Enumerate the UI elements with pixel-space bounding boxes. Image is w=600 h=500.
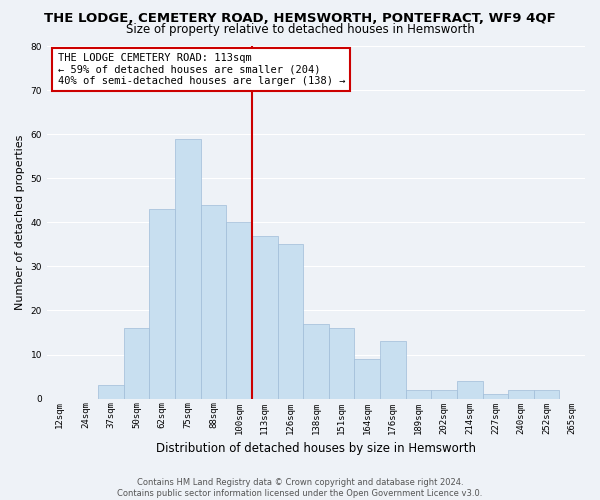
Bar xyxy=(329,328,355,398)
Bar xyxy=(200,204,226,398)
Bar xyxy=(149,209,175,398)
Bar xyxy=(278,244,303,398)
Bar xyxy=(482,394,508,398)
Text: THE LODGE, CEMETERY ROAD, HEMSWORTH, PONTEFRACT, WF9 4QF: THE LODGE, CEMETERY ROAD, HEMSWORTH, PON… xyxy=(44,12,556,26)
Bar xyxy=(175,138,200,398)
Bar xyxy=(226,222,252,398)
Text: Size of property relative to detached houses in Hemsworth: Size of property relative to detached ho… xyxy=(125,22,475,36)
Bar xyxy=(457,381,482,398)
Bar xyxy=(534,390,559,398)
Bar xyxy=(303,324,329,398)
Bar xyxy=(98,386,124,398)
Bar xyxy=(124,328,149,398)
X-axis label: Distribution of detached houses by size in Hemsworth: Distribution of detached houses by size … xyxy=(156,442,476,455)
Bar xyxy=(380,342,406,398)
Text: THE LODGE CEMETERY ROAD: 113sqm
← 59% of detached houses are smaller (204)
40% o: THE LODGE CEMETERY ROAD: 113sqm ← 59% of… xyxy=(58,53,345,86)
Bar xyxy=(406,390,431,398)
Bar xyxy=(252,236,278,398)
Bar xyxy=(355,359,380,399)
Text: Contains HM Land Registry data © Crown copyright and database right 2024.
Contai: Contains HM Land Registry data © Crown c… xyxy=(118,478,482,498)
Bar xyxy=(508,390,534,398)
Bar xyxy=(431,390,457,398)
Y-axis label: Number of detached properties: Number of detached properties xyxy=(15,134,25,310)
